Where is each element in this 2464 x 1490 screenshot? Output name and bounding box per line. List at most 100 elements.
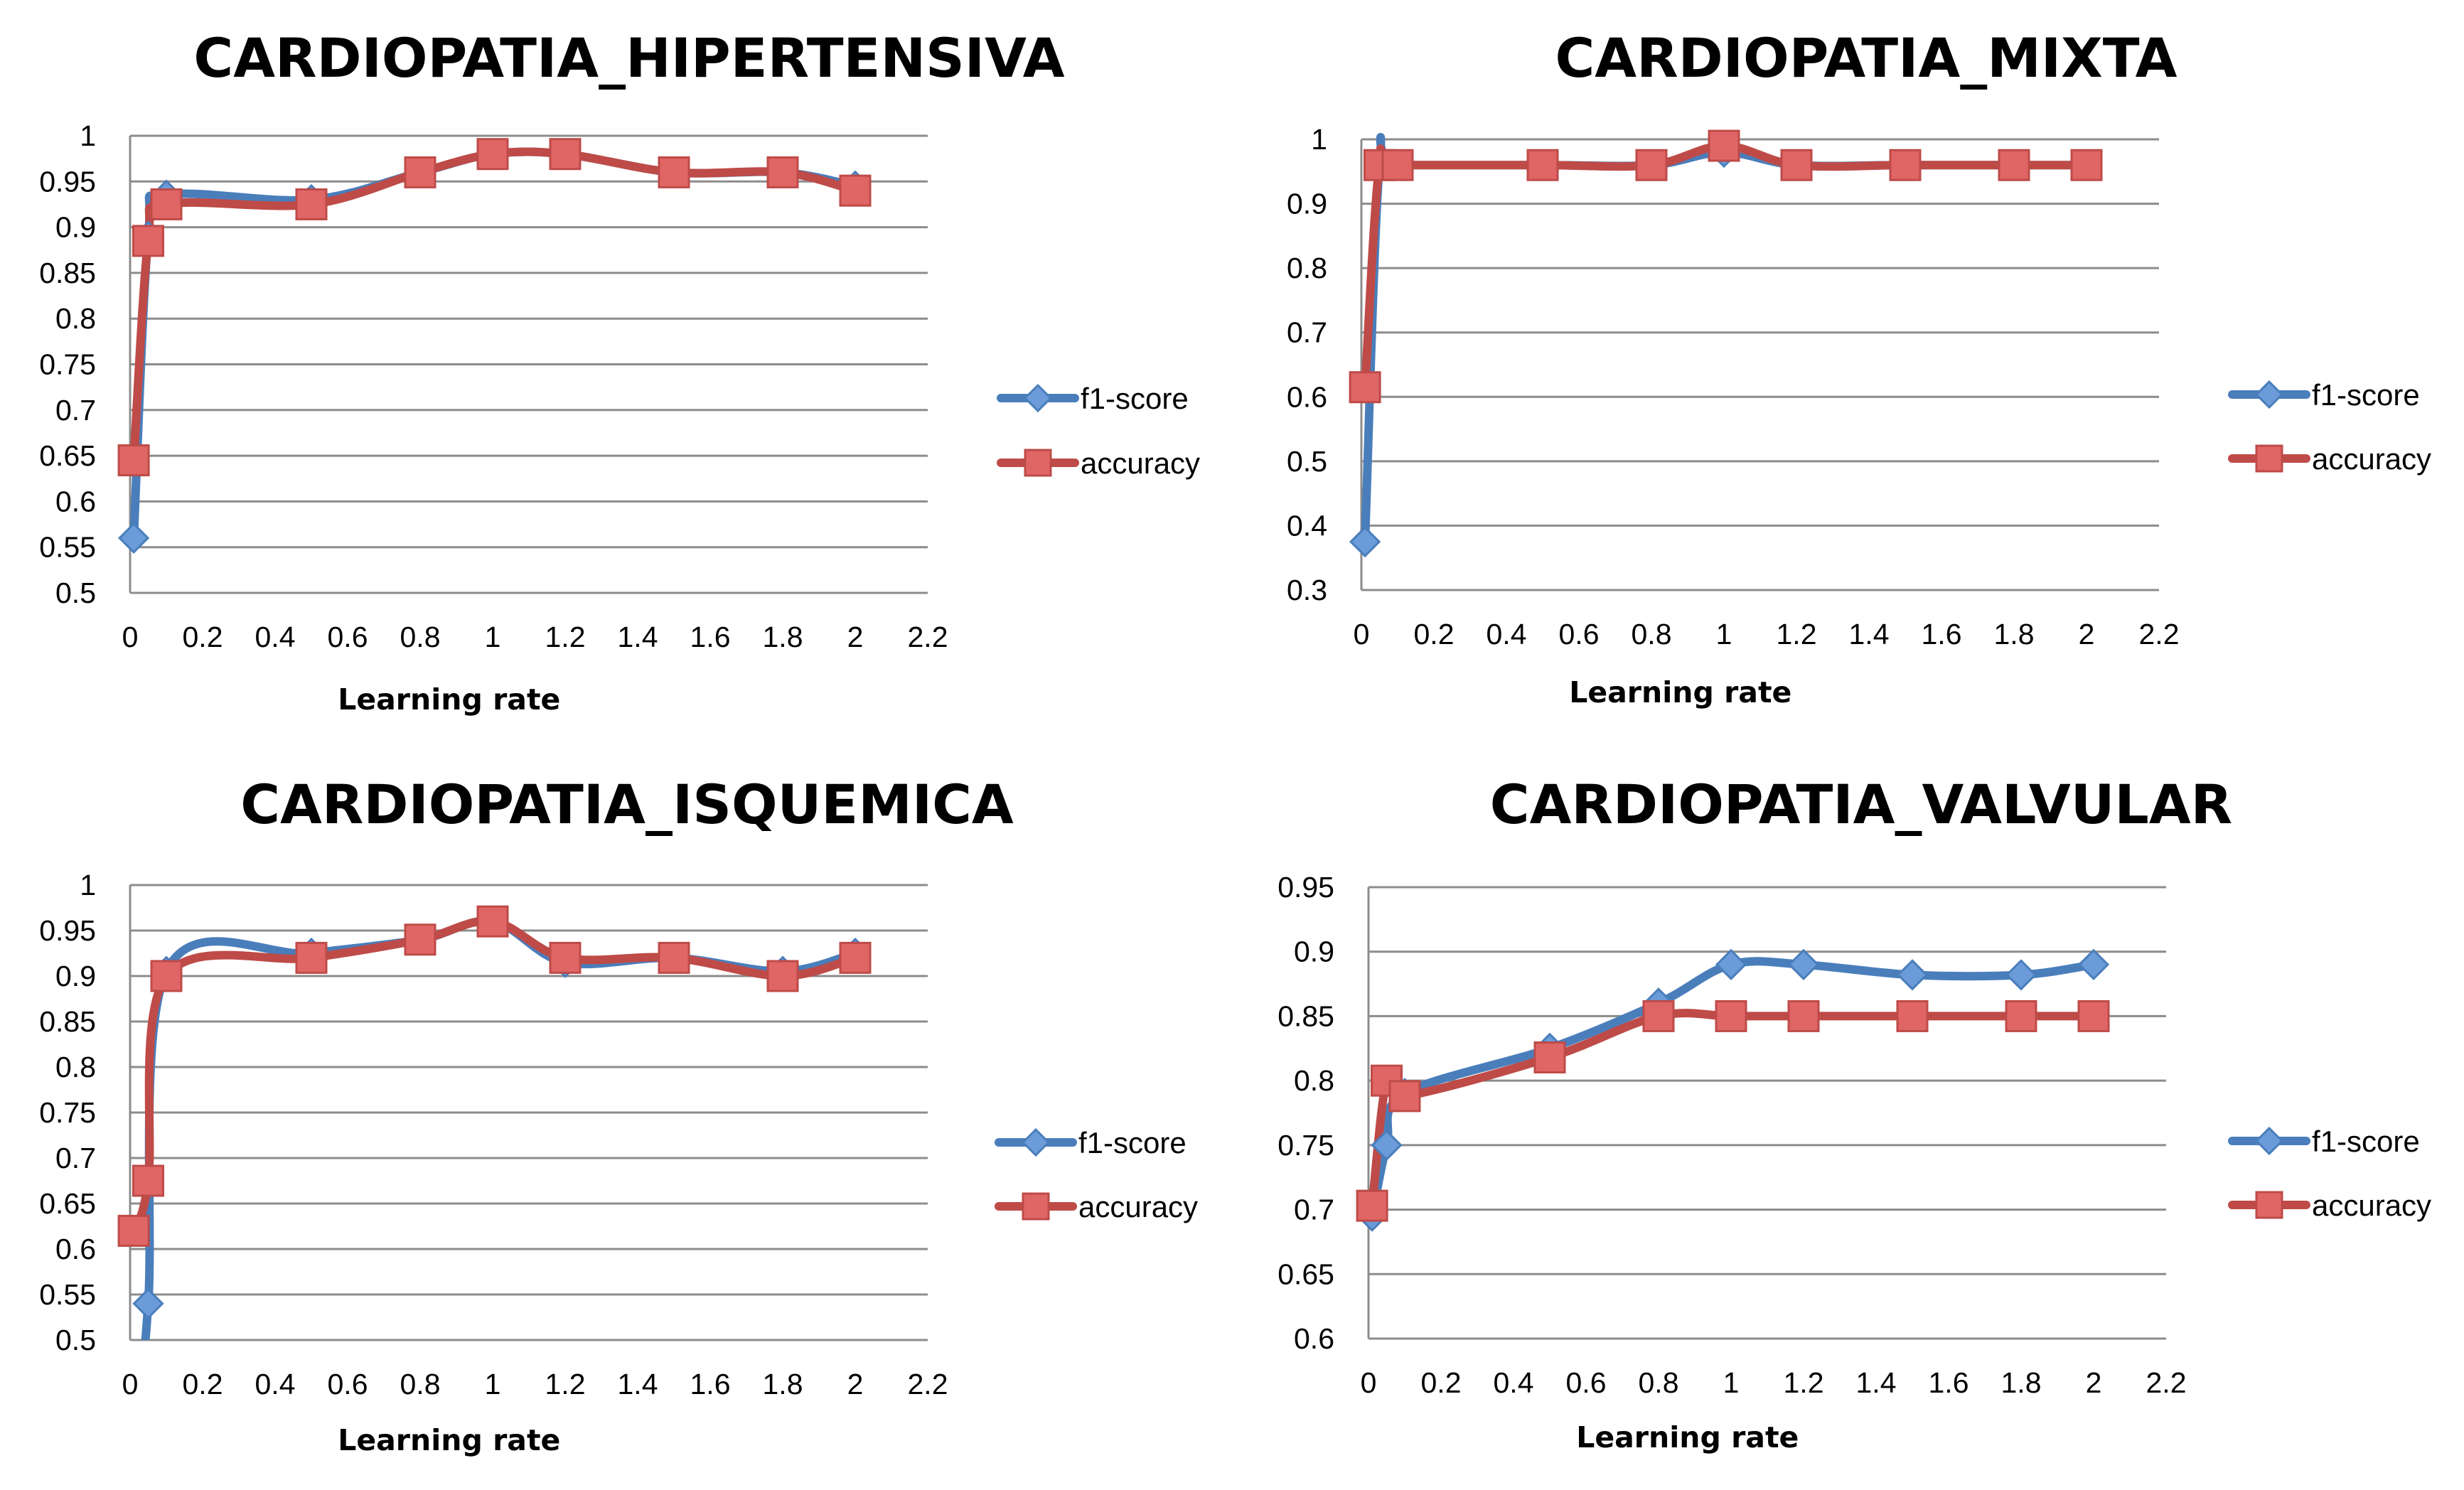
- y-tick-label: 0.65: [39, 1187, 96, 1220]
- accuracy-point: [1533, 1041, 1566, 1073]
- accuracy-point: [1998, 149, 2030, 181]
- y-tick-label: 0.4: [1287, 509, 1327, 542]
- accuracy-point: [1381, 149, 1414, 181]
- x-tick-label: 0.4: [1494, 1366, 1534, 1399]
- y-tick-label: 0.7: [55, 394, 96, 427]
- y-tick-label: 0.9: [55, 960, 96, 992]
- x-tick-label: 2.2: [908, 621, 948, 653]
- accuracy-point: [1635, 149, 1668, 181]
- y-tick-label: 0.65: [39, 439, 96, 472]
- x-tick-label: 0.8: [400, 1368, 441, 1400]
- accuracy-point: [2070, 149, 2103, 181]
- y-tick-label: 0.55: [39, 1278, 96, 1311]
- x-tick-label: 2: [2079, 618, 2095, 650]
- accuracy-point: [1896, 999, 1929, 1032]
- x-tick-label: 2.2: [908, 1368, 948, 1400]
- f1-score-point: [132, 1287, 164, 1319]
- x-tick-label: 0.4: [1487, 618, 1527, 650]
- accuracy-point: [404, 156, 436, 188]
- legend-marker-f1-score: [2254, 1126, 2284, 1156]
- accuracy-point: [1787, 999, 1820, 1032]
- chart-title: CARDIOPATIA_VALVULAR: [1490, 773, 2232, 836]
- y-tick-label: 0.55: [39, 531, 96, 564]
- x-tick-label: 0.2: [1414, 618, 1455, 650]
- x-tick-label: 1: [485, 621, 501, 653]
- x-tick-label: 0.6: [328, 1368, 368, 1400]
- accuracy-point: [2077, 999, 2110, 1032]
- x-tick-label: 1.2: [545, 1368, 586, 1400]
- legend-label-f1-score: f1-score: [2312, 378, 2420, 412]
- y-tick-label: 1: [80, 119, 96, 152]
- chart-panel-1: CARDIOPATIA_HIPERTENSIVA 0.5 0.55 0.6 0.65 0.…: [39, 26, 1200, 717]
- x-tick-label: 0.6: [328, 621, 368, 653]
- legend-label-f1-score: f1-score: [2312, 1125, 2420, 1158]
- x-tick-label: 0.4: [255, 621, 296, 653]
- x-tick-label: 0.4: [255, 1368, 296, 1400]
- x-tick-label: 1.8: [763, 1368, 803, 1400]
- y-tick-label: 0.75: [39, 1096, 96, 1129]
- y-tick-label: 0.8: [55, 302, 96, 335]
- x-tick-label: 1.8: [1994, 618, 2035, 650]
- x-axis-label: Learning rate: [338, 1423, 560, 1457]
- accuracy-point: [1388, 1080, 1421, 1113]
- x-tick-label: 0.6: [1559, 618, 1600, 650]
- x-tick-label: 0.2: [1421, 1366, 1462, 1399]
- f1-score-point: [1896, 959, 1929, 991]
- y-tick-label: 0.6: [55, 1233, 96, 1265]
- x-axis-label: Learning rate: [1576, 1420, 1799, 1454]
- accuracy-point: [839, 941, 872, 974]
- accuracy-point: [1642, 999, 1675, 1032]
- series-line-f1-score: [129, 147, 859, 542]
- accuracy-point: [295, 188, 328, 220]
- series-line-accuracy: [129, 916, 859, 1236]
- x-tick-label: 2.2: [2146, 1366, 2187, 1399]
- x-tick-label: 1.4: [618, 1368, 658, 1400]
- x-tick-label: 1.6: [1922, 618, 1962, 650]
- accuracy-point: [1708, 129, 1740, 162]
- legend-label-accuracy: accuracy: [2312, 442, 2431, 476]
- f1-score-point: [117, 522, 150, 554]
- accuracy-point: [1889, 149, 1922, 181]
- accuracy-point: [1526, 149, 1559, 181]
- series-line-accuracy: [1361, 141, 2091, 392]
- x-tick-label: 1.4: [1856, 1366, 1897, 1399]
- y-tick-label: 0.8: [55, 1051, 96, 1083]
- x-axis-label: Learning rate: [1569, 675, 1791, 709]
- accuracy-point: [549, 941, 582, 974]
- accuracy-point: [658, 156, 690, 188]
- y-tick-label: 0.7: [1287, 316, 1327, 349]
- legend-label-f1-score: f1-score: [1081, 382, 1189, 415]
- legend-marker-accuracy: [1024, 449, 1052, 477]
- chart-title: CARDIOPATIA_MIXTA: [1555, 26, 2178, 90]
- f1-score-point: [1371, 1129, 1403, 1161]
- f1-score-point: [2077, 948, 2110, 980]
- legend-marker-f1-score: [2254, 380, 2284, 409]
- x-tick-label: 0: [1361, 1366, 1377, 1399]
- chart-title: CARDIOPATIA_HIPERTENSIVA: [193, 26, 1064, 90]
- f1-score-point: [2005, 959, 2037, 991]
- y-tick-label: 0.75: [1277, 1129, 1334, 1162]
- chart-title: CARDIOPATIA_ISQUEMICA: [240, 773, 1014, 836]
- legend-marker-accuracy: [1022, 1192, 1050, 1221]
- accuracy-point: [658, 941, 690, 974]
- x-tick-label: 1.4: [618, 621, 658, 653]
- x-tick-label: 0.8: [1632, 618, 1672, 650]
- y-tick-label: 0.7: [55, 1142, 96, 1174]
- accuracy-point: [839, 174, 872, 207]
- y-tick-label: 0.3: [1287, 574, 1327, 606]
- f1-score-point: [1787, 948, 1820, 980]
- y-tick-label: 0.95: [1277, 871, 1334, 904]
- legend-label-accuracy: accuracy: [1078, 1190, 1198, 1223]
- y-tick-label: 0.7: [1294, 1194, 1334, 1226]
- legend-marker-f1-score: [1023, 383, 1053, 413]
- x-tick-label: 0.8: [400, 621, 441, 653]
- y-tick-label: 0.9: [1287, 188, 1327, 220]
- x-tick-label: 1: [485, 1368, 501, 1400]
- y-tick-label: 0.6: [1294, 1322, 1334, 1355]
- accuracy-point: [549, 138, 582, 171]
- accuracy-point: [2005, 999, 2037, 1032]
- series-line-f1-score: [1368, 957, 2098, 1221]
- accuracy-point: [295, 941, 328, 974]
- accuracy-point: [117, 444, 150, 477]
- y-tick-label: 0.8: [1287, 252, 1327, 284]
